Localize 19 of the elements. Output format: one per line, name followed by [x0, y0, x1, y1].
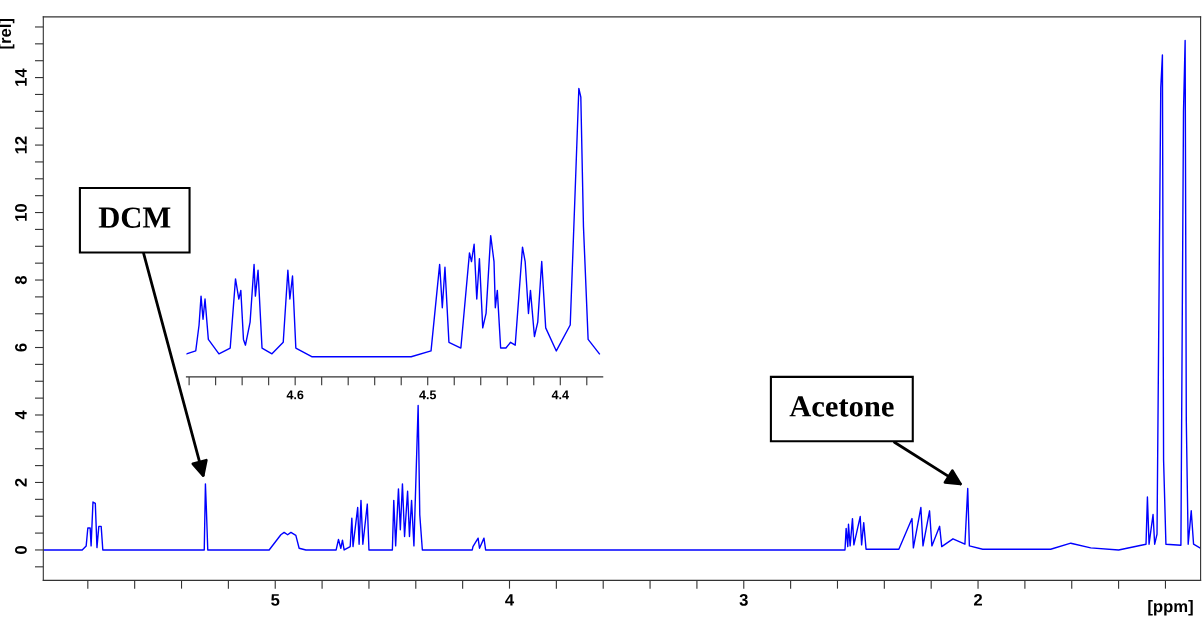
- x-tick-label: 2: [973, 593, 983, 606]
- x-tick-label: 4.4: [551, 390, 569, 400]
- y-tick-label: 12: [15, 136, 27, 154]
- x-tick-label: 3: [739, 593, 748, 606]
- line-series: [43, 39, 1201, 551]
- x-axis-title: [ppm]: [1148, 600, 1193, 616]
- x-tick-label: 5: [271, 594, 280, 606]
- y-tick-label: 6: [15, 343, 27, 352]
- y-tick-label: 0: [15, 546, 27, 554]
- annotation: DCM: [98, 207, 171, 228]
- x-tick-label: 4: [505, 594, 515, 606]
- y-tick-label: 4: [15, 410, 27, 420]
- y-tick-label: 10: [15, 203, 27, 221]
- y-tick-label: 14: [15, 68, 27, 86]
- y-tick-label: 8: [15, 275, 27, 285]
- x-tick-label: 4.5: [419, 390, 437, 400]
- y-tick-label: 2: [15, 478, 27, 487]
- annotation: Acetone: [789, 396, 894, 417]
- x-tick-label: 4.6: [286, 390, 304, 400]
